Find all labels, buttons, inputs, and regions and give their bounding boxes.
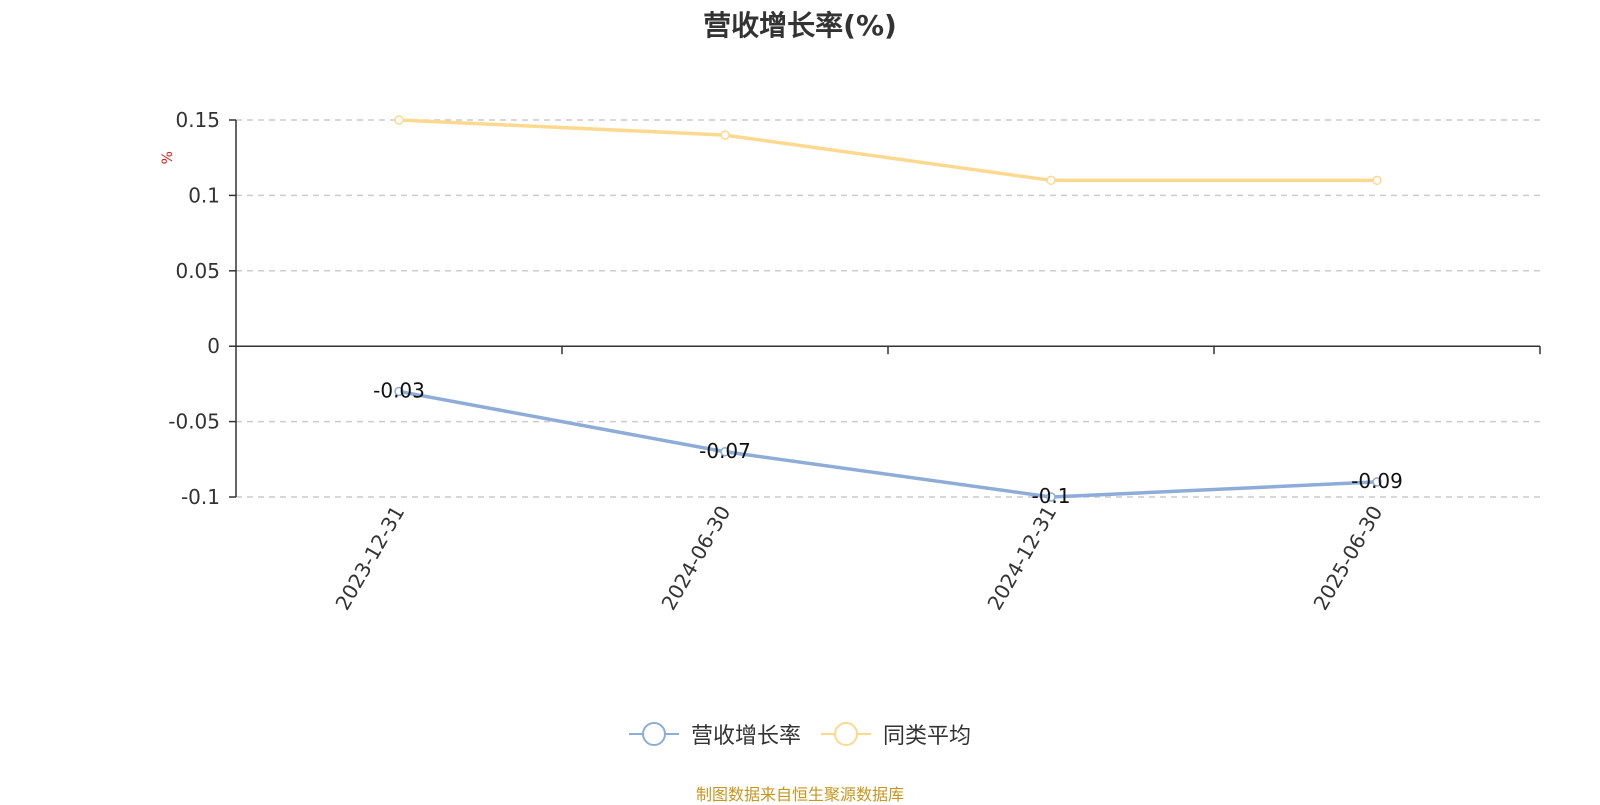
legend-item-peer-average[interactable]: 同类平均: [821, 718, 971, 750]
series: [394, 115, 1382, 502]
data-labels: -0.03 -0.07 -0.1 -0.09: [373, 378, 1403, 508]
source-note: 制图数据来自恒生聚源数据库: [695, 785, 904, 804]
legend-label-peer-average: 同类平均: [883, 724, 972, 749]
data-point-peer-average: [720, 130, 730, 140]
legend-marker-revenue-icon: [628, 722, 679, 746]
y-tick-label: 0.05: [175, 259, 220, 283]
data-label: -0.1: [1031, 484, 1070, 508]
legend-item-revenue[interactable]: 营收增长率: [628, 718, 801, 750]
x-tick-label: 2023-12-31: [330, 502, 409, 615]
y-tick-label: -0.1: [181, 485, 220, 509]
data-label: -0.09: [1351, 469, 1403, 493]
data-label: -0.07: [699, 439, 751, 463]
y-tick-label: 0.15: [175, 108, 220, 132]
data-point-peer-average: [394, 115, 404, 125]
x-tick-label: 2025-06-30: [1308, 502, 1387, 615]
x-tick-label: 2024-06-30: [656, 502, 735, 615]
y-tick-label: -0.05: [168, 410, 220, 434]
data-point-revenue-growth: [1046, 492, 1056, 502]
x-tick-label: 2024-12-31: [982, 502, 1061, 615]
data-label: -0.03: [373, 378, 425, 402]
chart-title: 营收增长率(%): [703, 9, 897, 42]
legend-label-revenue: 营收增长率: [690, 724, 801, 749]
axes: 0.15 0.1 0.05 0 -0.05 -0.1% 2023-12-31 2024-06-…: [160, 108, 1541, 615]
data-point-revenue-growth: [720, 447, 730, 457]
series-line-peer-average: [398, 118, 1377, 183]
data-point-peer-average: [1372, 175, 1382, 186]
data-point-peer-average: [1046, 175, 1056, 186]
legend-marker-peer-icon: [821, 722, 871, 746]
series-line-revenue-growth: [398, 389, 1378, 499]
y-tick-label: 0.1: [188, 183, 220, 207]
y-tick-label: 0: [207, 334, 220, 358]
data-point-revenue-growth: [394, 386, 404, 397]
y-axis-unit-label: %: [160, 151, 176, 164]
legend: 营收增长率 同类平均: [0, 718, 1600, 750]
line-chart: 0.15 0.1 0.05 0 -0.05 -0.1% 2023-12-31 2024-06-…: [160, 108, 1541, 615]
data-point-revenue-growth: [1372, 477, 1382, 487]
grid-lines: [236, 119, 1540, 498]
